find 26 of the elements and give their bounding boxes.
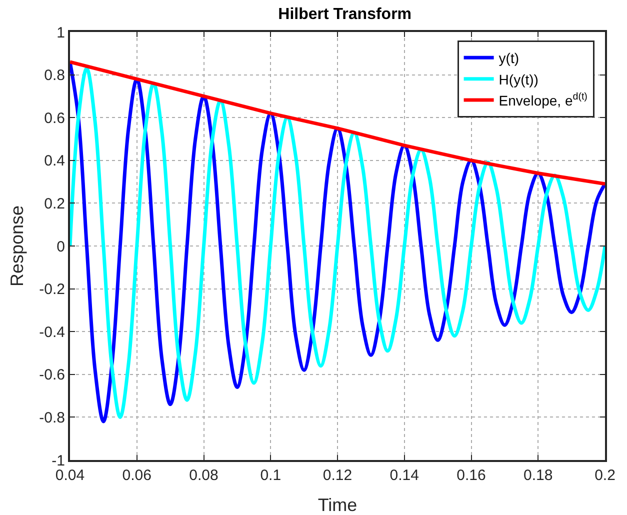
y-tick-label: 0.8 (44, 67, 65, 84)
y-tick-label: 0 (56, 238, 65, 256)
x-tick-label: 0.16 (456, 467, 486, 484)
y-tick-label: -0.8 (39, 409, 65, 426)
x-tick-label: 0.08 (189, 467, 218, 484)
x-tick-label: 0.2 (594, 467, 616, 484)
y-tick-label: 0.4 (44, 152, 65, 170)
legend-label: Envelope, e$^{d(t)}$ (498, 92, 588, 109)
y-tick-label: 0.6 (44, 110, 65, 127)
x-tick-label: 0.12 (322, 467, 352, 484)
x-tick-label: 0.1 (260, 467, 282, 484)
x-tick-label: 0.04 (55, 467, 85, 484)
y-tick-label: -0.6 (39, 366, 65, 384)
x-axis-title: Time (318, 495, 358, 515)
y-tick-label: 1 (56, 24, 65, 42)
y-tick-label: -1 (52, 452, 65, 470)
legend-label: y(t) (498, 50, 520, 66)
y-axis-title: Response (7, 205, 27, 287)
chart-title: Hilbert Transform (278, 6, 412, 23)
legend-label: H(y(t)) (498, 71, 538, 88)
y-tick-label: 0.2 (44, 195, 65, 212)
x-tick-label: 0.06 (122, 467, 152, 484)
y-tick-label: -0.2 (39, 281, 65, 298)
x-tick-label: 0.14 (390, 467, 419, 484)
y-tick-label: -0.4 (39, 324, 65, 341)
x-tick-label: 0.18 (524, 467, 553, 484)
